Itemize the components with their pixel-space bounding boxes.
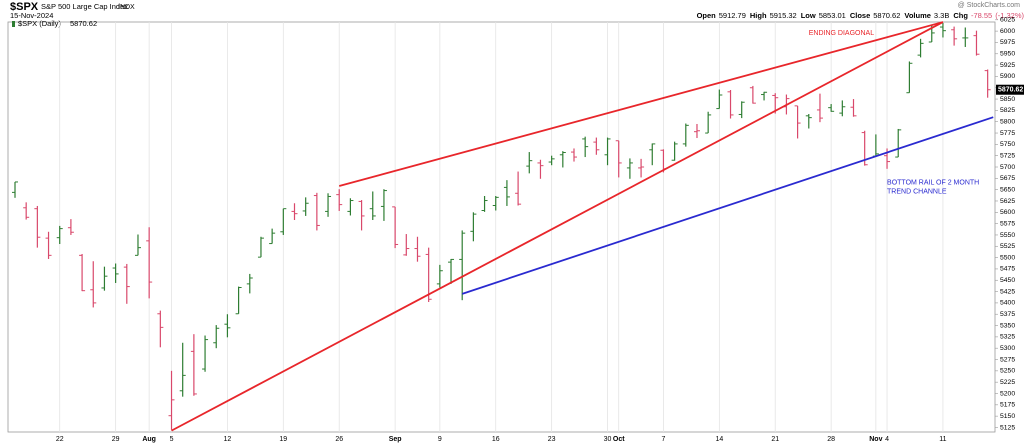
info-label: Close <box>850 11 870 20</box>
y-tick-label: 5400 <box>1000 300 1015 307</box>
y-tick-label: 5850 <box>1000 96 1015 103</box>
y-tick-label: 5250 <box>1000 368 1015 375</box>
x-tick-label: Aug <box>142 436 156 443</box>
x-tick-label: 16 <box>492 436 500 443</box>
x-tick-label: 26 <box>335 436 343 443</box>
y-tick-label: 5325 <box>1000 334 1015 341</box>
y-tick-label: 5300 <box>1000 345 1015 352</box>
y-tick-label: 5725 <box>1000 152 1015 159</box>
index-name: S&P 500 Large Cap Index <box>41 2 128 11</box>
info-label: Low <box>801 11 816 20</box>
y-tick-label: 5900 <box>1000 73 1015 80</box>
annotation: ENDING DIAGONAL <box>809 30 874 37</box>
annotation: TREND CHANNLE <box>887 189 947 196</box>
y-tick-label: 5975 <box>1000 39 1015 46</box>
symbol: $SPX <box>10 1 39 13</box>
info-label: Volume <box>904 11 931 20</box>
y-tick-label: 5700 <box>1000 164 1015 171</box>
date: 15-Nov-2024 <box>10 11 53 20</box>
x-tick-label: 12 <box>224 436 232 443</box>
y-tick-label: 5650 <box>1000 186 1015 193</box>
y-tick-label: 5575 <box>1000 220 1015 227</box>
y-tick-label: 5525 <box>1000 243 1015 250</box>
trendline <box>171 21 944 432</box>
info-value: 5912.79 <box>719 11 746 20</box>
y-tick-label: 5925 <box>1000 62 1015 69</box>
x-tick-label: Oct <box>613 436 625 443</box>
x-tick-label: 23 <box>548 436 556 443</box>
x-tick-label: 11 <box>939 436 946 443</box>
x-tick-label: 4 <box>885 436 889 443</box>
x-tick-label: Sep <box>389 436 402 443</box>
y-tick-label: 6025 <box>1000 17 1015 24</box>
y-tick-label: 5750 <box>1000 141 1015 148</box>
y-tick-label: 5775 <box>1000 130 1015 137</box>
y-tick-label: 6000 <box>1000 28 1015 35</box>
info-value: 3.3B <box>934 11 949 20</box>
x-tick-label: 5 <box>170 436 174 443</box>
y-tick-label: 5825 <box>1000 107 1015 114</box>
x-tick-label: 21 <box>771 436 779 443</box>
x-tick-label: 14 <box>715 436 723 443</box>
y-tick-label: 5550 <box>1000 232 1015 239</box>
info-value: -78.55 <box>971 11 992 20</box>
source: @ StockCharts.com <box>958 2 1021 9</box>
plot-frame <box>7 21 996 433</box>
info-label: High <box>750 11 767 20</box>
y-tick-label: 5225 <box>1000 379 1015 386</box>
annotation: BOTTOM RAIL OF 2 MONTH <box>887 180 979 187</box>
last-price: 5870.62 <box>998 87 1023 94</box>
x-tick-label: 22 <box>56 436 64 443</box>
y-tick-label: 5500 <box>1000 254 1015 261</box>
y-tick-label: 5950 <box>1000 51 1015 58</box>
y-tick-label: 5125 <box>1000 424 1015 431</box>
exchange: INDX <box>118 4 135 11</box>
x-tick-label: 7 <box>661 436 665 443</box>
info-value: 5853.01 <box>819 11 846 20</box>
x-tick-label: Nov <box>869 436 882 443</box>
y-tick-label: 5275 <box>1000 356 1015 363</box>
trendline <box>461 116 994 295</box>
y-tick-label: 5475 <box>1000 266 1015 273</box>
trendline <box>338 21 944 187</box>
legend-value: 5870.62 <box>70 19 97 28</box>
x-tick-label: 9 <box>438 436 442 443</box>
info-label: Open <box>697 11 717 20</box>
legend-name: $SPX (Daily) <box>18 19 61 28</box>
last-price-tag <box>996 84 1024 95</box>
y-tick-label: 5450 <box>1000 277 1015 284</box>
ohlc-info: Open 5912.79 High 5915.32 Low 5853.01 Close 587… <box>697 11 1024 20</box>
y-tick-label: 5375 <box>1000 311 1015 318</box>
y-tick-label: 5425 <box>1000 288 1015 295</box>
y-tick-label: 5175 <box>1000 402 1015 409</box>
x-tick-label: 29 <box>112 436 120 443</box>
y-tick-label: 5200 <box>1000 390 1015 397</box>
info-label: Chg <box>953 11 968 20</box>
x-tick-label: 19 <box>279 436 287 443</box>
info-value: 5915.32 <box>770 11 797 20</box>
y-tick-label: 5350 <box>1000 322 1015 329</box>
x-tick-label: 30 <box>604 436 612 443</box>
y-tick-label: 5675 <box>1000 175 1015 182</box>
y-tick-label: 5800 <box>1000 119 1015 126</box>
y-tick-label: 5600 <box>1000 209 1015 216</box>
y-tick-label: 5625 <box>1000 198 1015 205</box>
info-value: (-1.32%) <box>995 11 1024 20</box>
x-tick-label: 28 <box>827 436 835 443</box>
info-value: 5870.62 <box>873 11 900 20</box>
legend-swatch <box>12 21 15 27</box>
y-tick-label: 5150 <box>1000 413 1015 420</box>
